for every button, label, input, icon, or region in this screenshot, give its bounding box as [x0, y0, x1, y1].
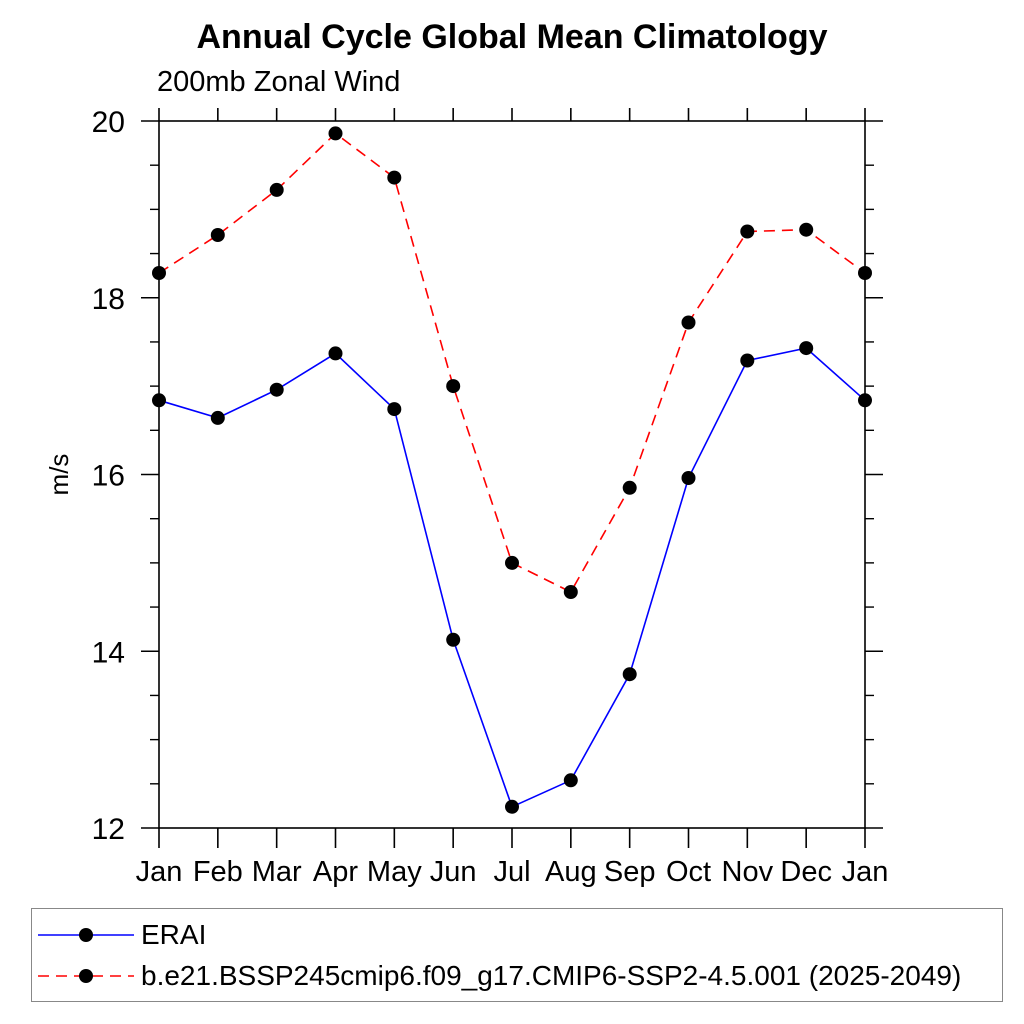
x-tick-label: Jan: [842, 856, 889, 888]
x-tick-label: Jul: [493, 856, 530, 888]
series-0-marker: [858, 393, 872, 408]
series-1-marker: [740, 224, 755, 239]
series-line-1: [158, 132, 866, 594]
y-tick-label: 16: [92, 460, 125, 493]
series-1-marker: [681, 315, 696, 330]
series-0-marker: [152, 393, 166, 408]
series-line-0: [158, 347, 866, 808]
legend-item-model: b.e21.BSSP245cmip6.f09_g17.CMIP6-SSP2-4.…: [32, 955, 1002, 996]
x-tick-label: Aug: [545, 856, 597, 888]
legend-box: ERAI b.e21.BSSP245cmip6.f09_g17.CMIP6-SS…: [31, 908, 1003, 1002]
legend-label-erai: ERAI: [141, 918, 207, 950]
series-1-marker: [505, 555, 519, 570]
chart-title: Annual Cycle Global Mean Climatology: [196, 18, 828, 56]
series-1-marker: [328, 126, 343, 141]
chart-subtitle: 200mb Zonal Wind: [157, 66, 401, 98]
series-1-marker: [563, 585, 578, 599]
series-0-marker: [622, 667, 637, 682]
legend-sample-marker: [79, 968, 93, 983]
x-tick-label: Oct: [666, 856, 711, 888]
x-tick-label: Feb: [193, 856, 243, 888]
x-tick-label: Jan: [136, 856, 183, 888]
x-tick-label: Mar: [252, 856, 302, 888]
legend-label-model: b.e21.BSSP245cmip6.f09_g17.CMIP6-SSP2-4.…: [141, 959, 962, 991]
legend-line-sample-dashed: [38, 968, 134, 983]
series-0-marker: [387, 402, 402, 417]
series-1-marker: [446, 379, 461, 394]
x-tick-label: May: [367, 856, 422, 888]
series-0-marker: [446, 632, 461, 647]
series-0-marker: [681, 471, 696, 485]
series-0-marker: [740, 353, 755, 368]
series-1-marker: [387, 170, 402, 185]
x-tick-label: Sep: [604, 856, 656, 888]
x-tick-label: Jun: [430, 856, 477, 888]
series-1-marker: [210, 228, 225, 242]
legend-item-erai: ERAI: [32, 914, 1002, 955]
x-tick-label: Apr: [313, 856, 358, 888]
y-axis-label: m/s: [44, 454, 74, 496]
y-tick-label: 14: [92, 636, 125, 669]
y-tick-label: 18: [92, 283, 125, 316]
x-tick-label: Nov: [722, 856, 774, 888]
axis-frame: [158, 120, 866, 829]
series-0-marker: [563, 773, 578, 788]
series-1-marker: [269, 182, 284, 197]
series-0-marker: [210, 410, 225, 425]
legend-line-sample-solid: [38, 927, 134, 942]
plot-canvas: 12 14 16 18 20 Jan Feb Mar Apr May Jun Jul Aug Sep Oct…: [44, 106, 889, 888]
x-tick-label: Dec: [780, 856, 832, 888]
series-1-marker: [622, 480, 637, 495]
series-0-marker: [328, 346, 343, 361]
series-1-marker: [152, 266, 166, 280]
legend-sample-marker: [79, 927, 93, 942]
series-0-marker: [505, 799, 519, 814]
series-0-marker: [799, 341, 814, 356]
series-0-marker: [269, 382, 284, 397]
y-tick-label: 20: [92, 106, 125, 139]
series-1-marker: [858, 266, 872, 280]
series-1-marker: [799, 222, 814, 237]
y-tick-label: 12: [92, 813, 125, 846]
